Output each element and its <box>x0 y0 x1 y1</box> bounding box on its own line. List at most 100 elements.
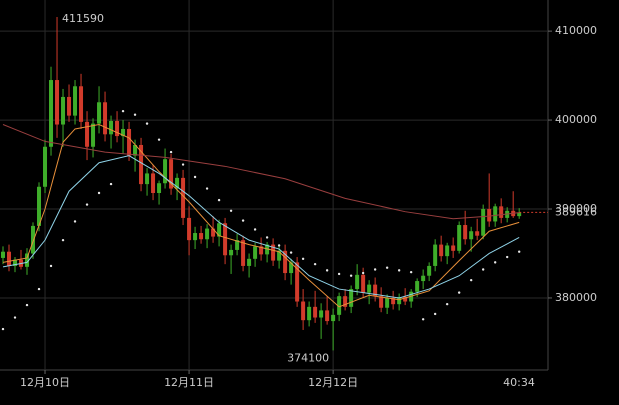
candle-body <box>481 209 486 236</box>
candle-body <box>217 223 222 237</box>
sar-dot <box>313 262 317 266</box>
sar-dot <box>49 264 53 268</box>
candle-body <box>475 231 480 236</box>
candle-body <box>289 262 294 274</box>
sar-dot <box>493 261 497 264</box>
candle-body <box>265 244 270 255</box>
candle-body <box>253 246 258 259</box>
candle-body <box>349 289 354 307</box>
sar-dot <box>1 327 5 331</box>
candle-body <box>67 96 72 116</box>
sar-dot <box>73 220 77 223</box>
sar-dot <box>241 219 245 222</box>
candle-body <box>37 186 42 226</box>
sar-dot <box>505 255 509 259</box>
sar-dot <box>181 163 185 166</box>
candle-body <box>7 251 12 266</box>
sar-dot <box>289 251 293 254</box>
candle-body <box>277 250 282 261</box>
candle-body <box>343 296 348 307</box>
candle-body <box>79 86 84 122</box>
moving-average <box>2 124 520 220</box>
candle-body <box>175 177 180 189</box>
sar-dot <box>361 271 365 275</box>
x-tick-label: 12月12日 <box>308 376 358 389</box>
candle-body <box>301 301 306 321</box>
candle-body <box>325 310 330 322</box>
sar-dot <box>481 268 485 271</box>
candle-body <box>181 177 186 218</box>
sar-dot <box>337 272 341 276</box>
high-label: 411590 <box>62 12 104 25</box>
candle-body <box>463 225 468 240</box>
candle-body <box>157 183 162 194</box>
candle-body <box>421 275 426 282</box>
sar-dot <box>169 150 173 154</box>
candle-body <box>313 306 318 318</box>
candle-body <box>13 259 18 266</box>
candle-body <box>187 217 192 241</box>
sar-dot <box>229 209 233 212</box>
candle-body <box>169 159 174 189</box>
sar-dot <box>373 268 377 271</box>
candle-body <box>73 86 78 116</box>
candle-body <box>469 231 474 240</box>
sar-dot <box>145 122 149 125</box>
candle-body <box>355 274 360 290</box>
sar-dot <box>193 175 197 179</box>
sar-dot <box>349 274 353 277</box>
sar-dot <box>457 291 461 294</box>
candle-body <box>193 233 198 241</box>
candle-body <box>517 212 522 217</box>
candle-body <box>145 173 150 185</box>
candle-body <box>97 102 102 124</box>
sar-dot <box>421 318 425 321</box>
candle-body <box>259 246 264 255</box>
candle-body <box>403 297 408 302</box>
candle-body <box>439 244 444 257</box>
candle-body <box>103 102 108 135</box>
candle-body <box>1 251 6 258</box>
candle-body <box>61 96 66 125</box>
candle-body <box>43 146 48 187</box>
candle-body <box>25 253 30 267</box>
candle-body <box>247 258 252 266</box>
sar-dot <box>97 191 101 195</box>
y-tick-label: 410000 <box>555 24 597 37</box>
candle-body <box>199 233 204 240</box>
countdown: 40:34 <box>503 376 535 389</box>
sar-dot <box>61 238 65 242</box>
candle-body <box>139 144 144 185</box>
candle-body <box>91 123 96 147</box>
candle-body <box>373 284 378 297</box>
candle-body <box>385 297 390 308</box>
candle-body <box>451 245 456 251</box>
candle-body <box>391 297 396 305</box>
candle-body <box>163 159 168 184</box>
sar-dot <box>433 312 437 316</box>
x-tick-label: 12月11日 <box>164 376 214 389</box>
sar-dot <box>325 269 329 272</box>
sar-dot <box>469 278 473 282</box>
candle-body <box>49 80 54 147</box>
y-tick-label: 400000 <box>555 113 597 126</box>
candle-body <box>415 281 420 292</box>
candle-body <box>271 244 276 261</box>
candle-body <box>367 284 372 293</box>
sar-dot <box>25 303 29 307</box>
candle-body <box>337 296 342 315</box>
candle-body <box>151 173 156 194</box>
y-tick-label: 390000 <box>555 202 597 215</box>
sar-dot <box>385 266 389 269</box>
candle-body <box>361 274 366 293</box>
low-label: 374100 <box>287 351 329 364</box>
sar-dot <box>409 270 413 274</box>
sar-dot <box>205 187 209 190</box>
sar-dot <box>397 269 401 272</box>
candle-body <box>319 310 324 318</box>
candle-body <box>445 245 450 257</box>
sar-dot <box>37 287 41 291</box>
sar-dot <box>133 113 137 116</box>
